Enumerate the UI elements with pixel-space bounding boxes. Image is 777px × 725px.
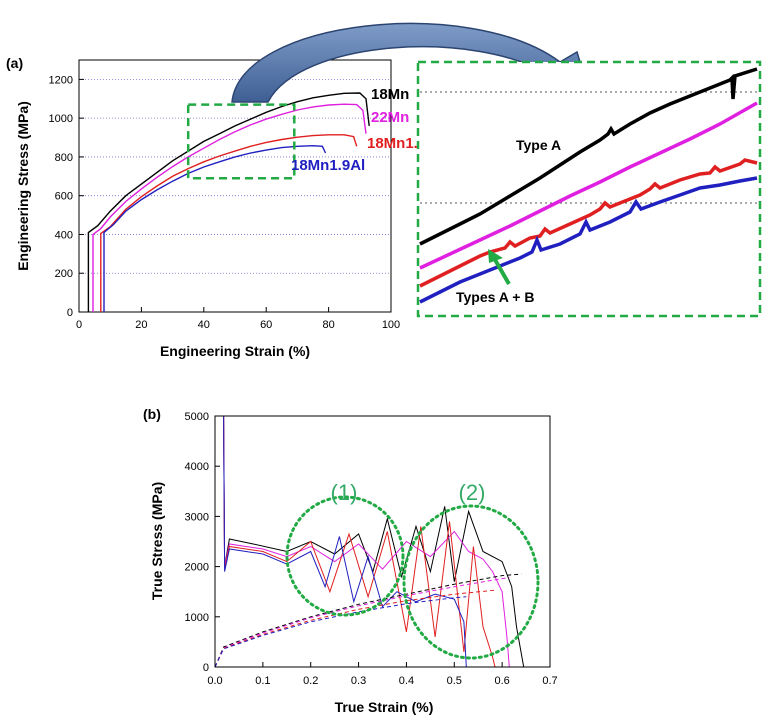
panel-a-ytick-label: 800 — [55, 152, 73, 164]
panel-b-xtick-label: 0.5 — [447, 675, 462, 687]
panel-a-xtick-label: 80 — [322, 319, 334, 331]
series-line-18Mn — [87, 92, 370, 312]
panel-a-xtick-label: 20 — [135, 319, 147, 331]
label-18Mn: 18Mn — [371, 86, 409, 103]
panel-b-ytick-label: 2000 — [185, 562, 209, 574]
panel-b-xtick-label: 0.2 — [303, 675, 318, 687]
panel-b-ylabel: True Stress (MPa) — [149, 482, 165, 600]
panel-b-ytick-label: 4000 — [185, 461, 209, 473]
panel-a-series — [87, 92, 370, 312]
panel-b-plot-frame — [214, 415, 551, 668]
panel-a-ytick-label: 200 — [55, 268, 73, 280]
panel-a-ylabel: Engineering Stress (MPa) — [15, 101, 31, 271]
panel-b-series — [215, 416, 525, 667]
panel-a-ytick-label: 600 — [55, 191, 73, 203]
annotation-arrow-head — [488, 249, 503, 263]
panel-a-label: (a) — [6, 55, 23, 71]
region-1-circle — [285, 495, 405, 617]
panel-b-ticks: 0 1000 2000 3000 4000 5000 0.0 0.1 0.2 0.3 0.4 0.5 0… — [185, 411, 558, 687]
series-line-22Mn — [92, 103, 367, 312]
series-line-18Mn-hardening — [215, 573, 522, 667]
inset-curve-18Mn1.6Al — [419, 158, 758, 288]
region-2-circle — [402, 504, 540, 660]
panel-a-ytick-label: 1000 — [49, 113, 73, 125]
region-2-label: (2) — [459, 480, 486, 505]
series-line-18Mn — [223, 416, 525, 667]
panel-a-ytick-label: 1200 — [49, 74, 73, 86]
panel-a-xlabel: Engineering Strain (%) — [160, 343, 310, 359]
series-line-18Mn1.6Al-hardening — [215, 589, 496, 667]
series-line-18Mn1.6Al — [223, 416, 496, 667]
label-22Mn: 22Mn — [371, 109, 409, 126]
region-1-label: (1) — [331, 480, 358, 505]
series-line-18Mn1.9Al — [103, 144, 327, 312]
panel-b-label: (b) — [143, 406, 161, 422]
panel-b-ytick-label: 5000 — [185, 411, 209, 423]
panel-a-xtick-label: 40 — [198, 319, 210, 331]
series-line-22Mn-hardening — [215, 577, 510, 667]
inset-curve-18Mn — [419, 67, 758, 246]
panel-a-xtick-label: 100 — [382, 319, 400, 331]
series-line-22Mn — [223, 416, 510, 667]
panel-a-ytick-label: 0 — [67, 307, 73, 319]
annotation-type-a: Type A — [516, 137, 561, 153]
panel-b-xlabel: True Strain (%) — [335, 699, 434, 715]
panel-b-xtick-label: 0.7 — [542, 675, 557, 687]
panel-a-xtick-label: 60 — [260, 319, 272, 331]
panel-a-ytick-label: 400 — [55, 229, 73, 241]
panel-b-xtick-label: 0.1 — [255, 675, 270, 687]
panel-a-xtick-label: 0 — [76, 319, 82, 331]
zoom-inset: Type A Types A + B — [416, 60, 762, 318]
panel-b-xtick-label: 0.4 — [399, 675, 414, 687]
panel-b-xtick-label: 0.6 — [494, 675, 509, 687]
panel-b-xtick-label: 0.3 — [351, 675, 366, 687]
series-line-18Mn1.9Al — [223, 416, 467, 667]
series-line-18Mn1.6Al — [100, 134, 358, 312]
zoom-box — [186, 103, 296, 180]
panel-b-ytick-label: 3000 — [185, 511, 209, 523]
panel-b-ytick-label: 1000 — [185, 612, 209, 624]
panel-a-plot-frame — [78, 59, 392, 313]
annotation-arrow-shaft — [492, 257, 511, 285]
panel-a-ticks: 0 200 400 600 800 1000 1200 0 20 40 60 80 100 — [49, 74, 401, 331]
inset-curve-22Mn — [419, 101, 758, 270]
series-line-18Mn1.9Al-hardening — [215, 596, 467, 667]
panel-b-ytick-label: 0 — [203, 662, 209, 674]
label-18Mn1.9Al: 18Mn1.9Al — [291, 157, 365, 174]
panel-b-xtick-label: 0.0 — [207, 675, 222, 687]
annotation-types-ab: Types A + B — [456, 289, 534, 305]
inset-curve-18Mn1.9Al — [419, 176, 758, 304]
panel-a-gridlines — [79, 78, 391, 274]
